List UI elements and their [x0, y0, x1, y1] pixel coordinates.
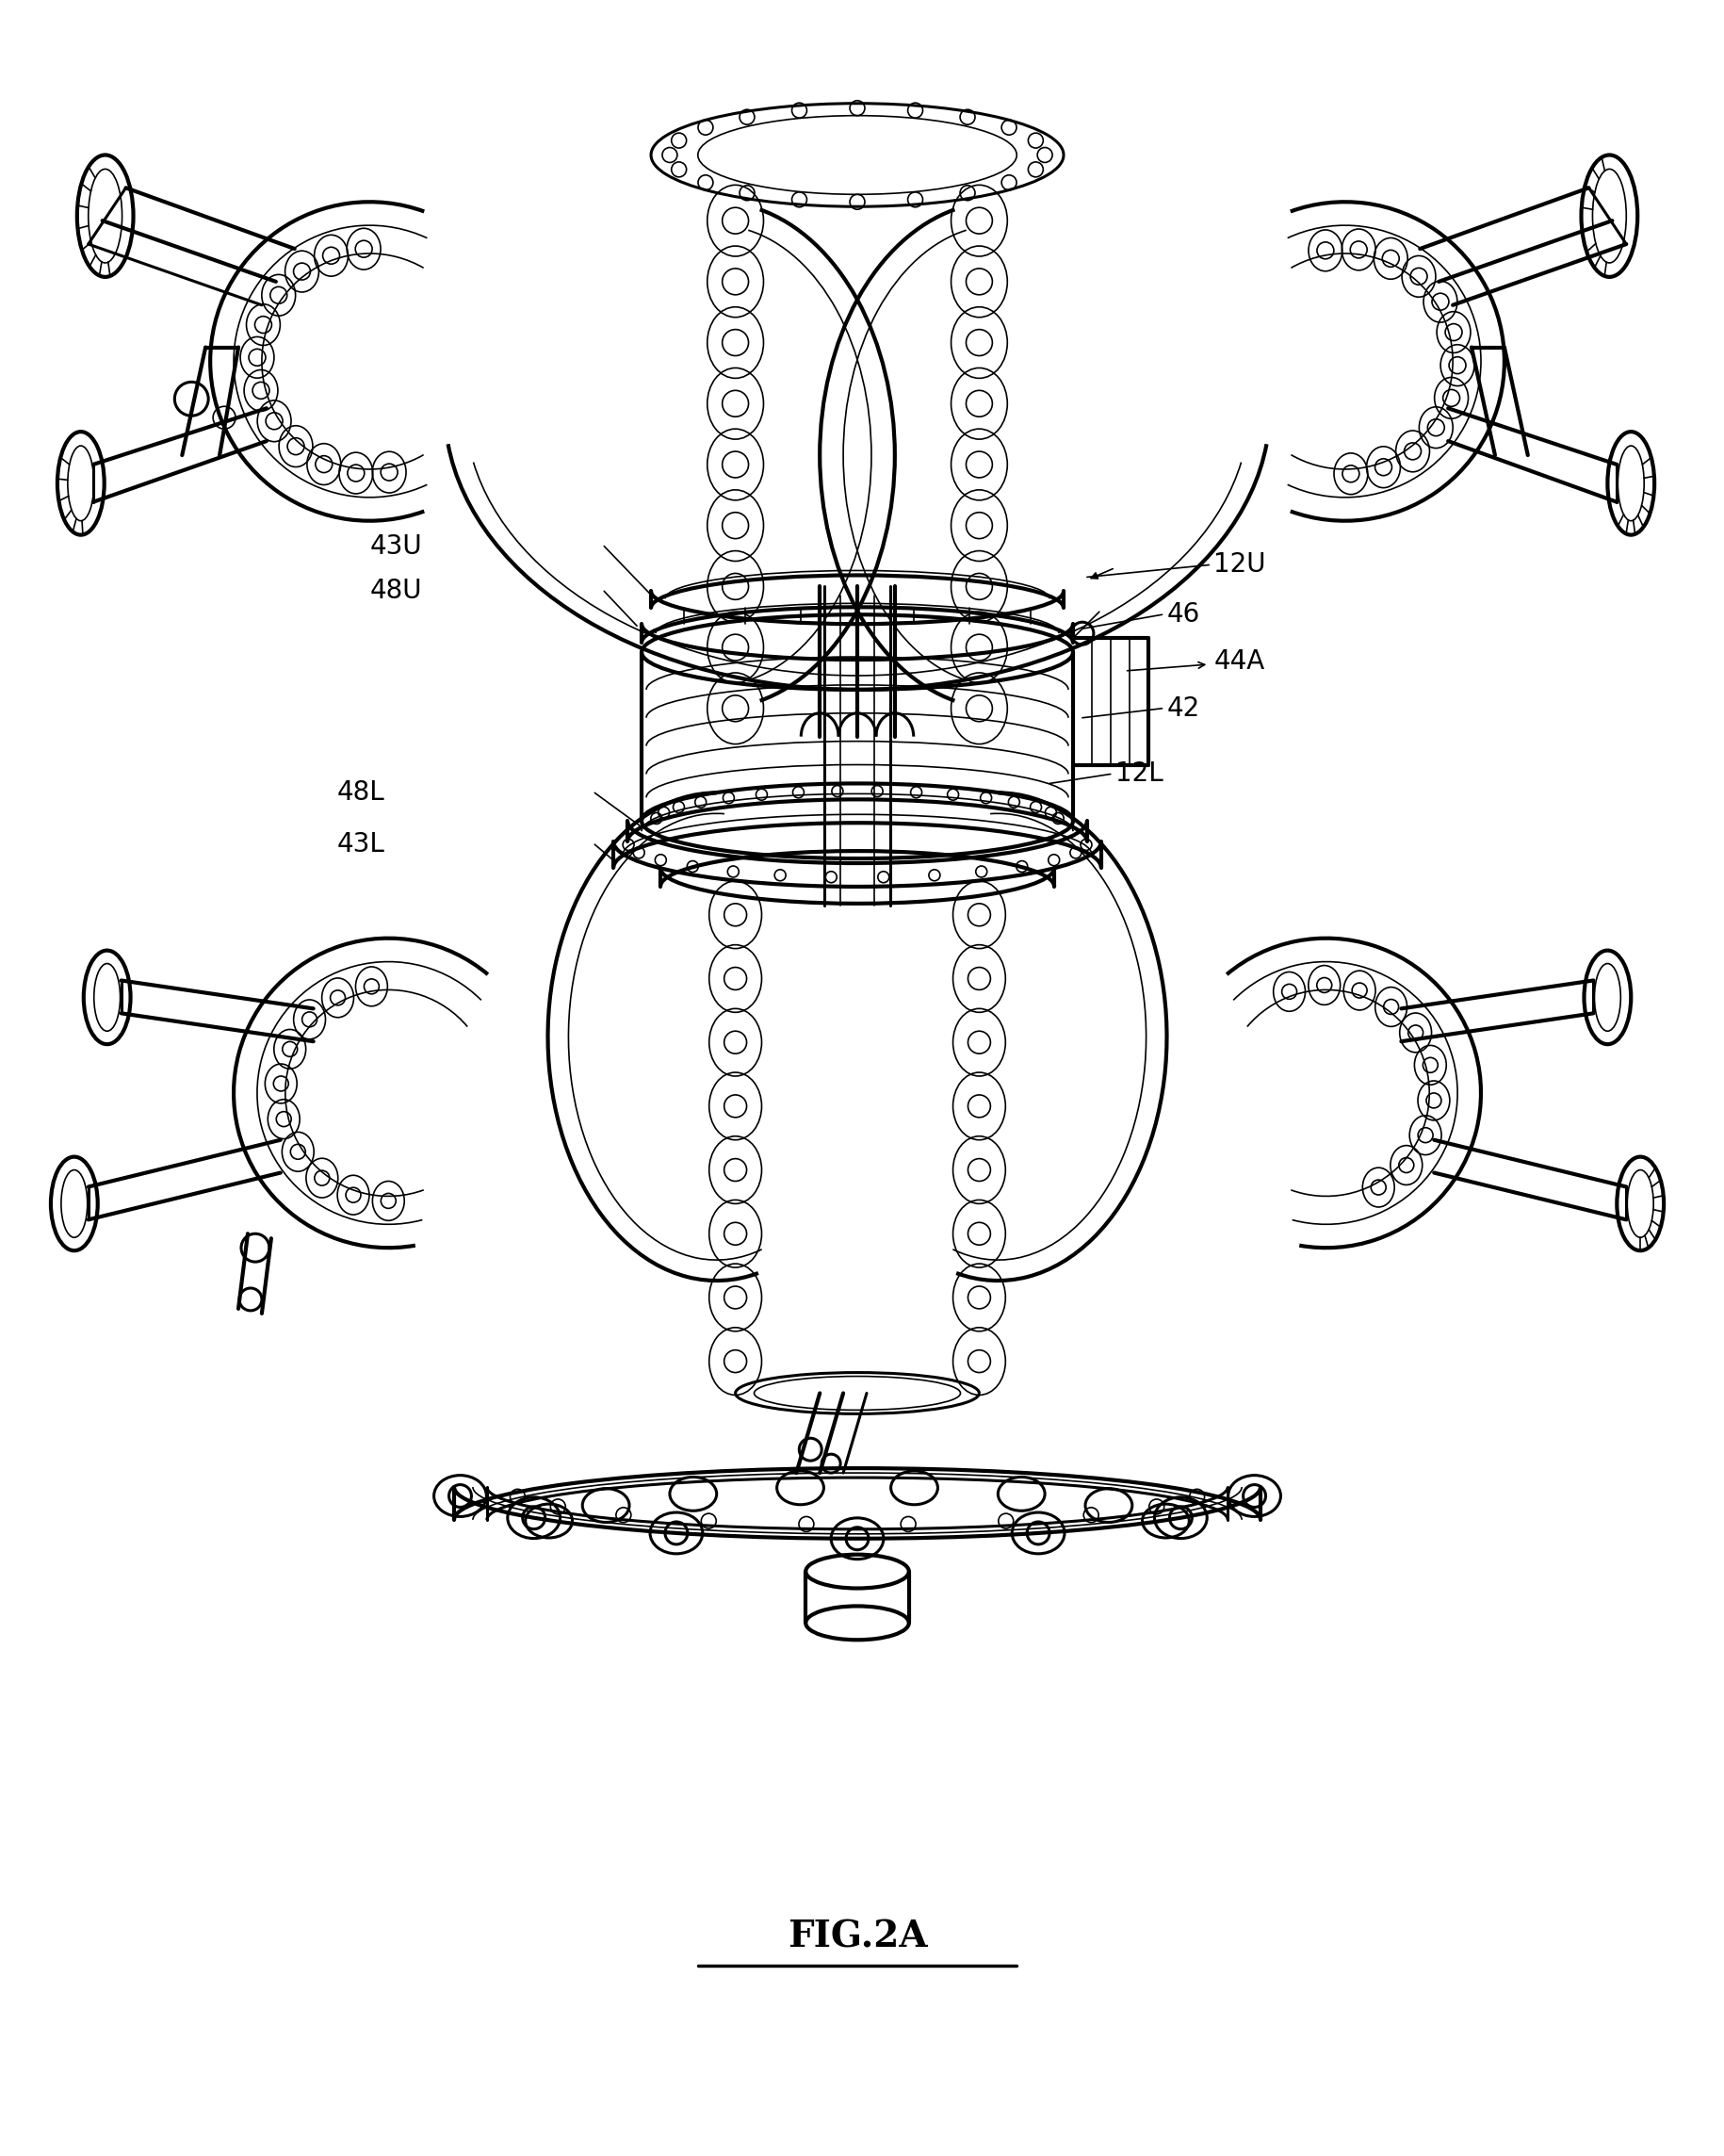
- Text: 48L: 48L: [336, 780, 384, 806]
- Text: 43L: 43L: [336, 832, 384, 858]
- Text: 44A: 44A: [1214, 649, 1265, 675]
- Text: 12U: 12U: [1214, 552, 1265, 578]
- Text: 48U: 48U: [369, 578, 422, 604]
- Text: FIG.2A: FIG.2A: [788, 1919, 928, 1955]
- Text: 46: 46: [1167, 602, 1200, 627]
- Text: 42: 42: [1167, 694, 1200, 722]
- Text: 43U: 43U: [369, 533, 422, 558]
- Text: 12L: 12L: [1115, 761, 1164, 787]
